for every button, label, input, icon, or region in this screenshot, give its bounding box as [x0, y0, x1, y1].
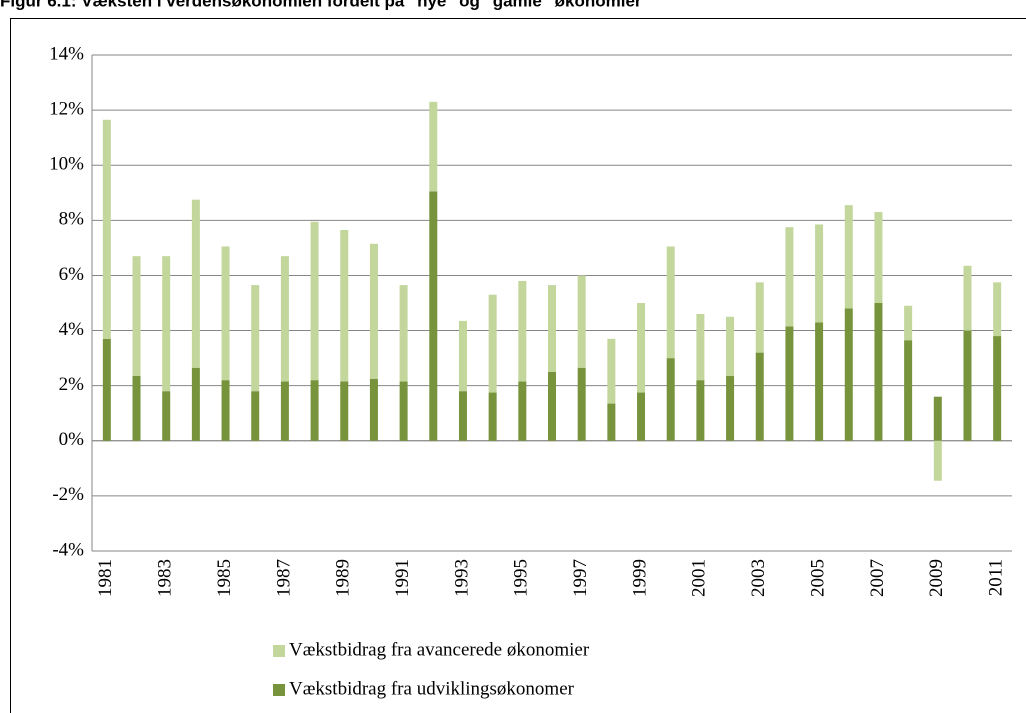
bar-segment [162, 256, 171, 392]
bar-segment [191, 199, 200, 368]
bar-segment [132, 256, 141, 377]
x-tick-label: 1985 [214, 559, 235, 597]
bar-segment [221, 246, 230, 381]
bar-segment [815, 322, 824, 441]
y-tick-label: 12% [49, 98, 84, 119]
y-tick-label: 14% [49, 43, 84, 64]
bar-segment [251, 285, 260, 392]
bar-segment [310, 221, 319, 381]
bar-segment [548, 285, 556, 372]
bar-segment [755, 282, 764, 353]
bar-segment [488, 392, 497, 441]
x-tick-label: 2005 [807, 559, 828, 597]
bar-segment [726, 376, 735, 441]
bar-segment [280, 256, 289, 382]
bar-segment [429, 101, 438, 192]
y-tick-label: 8% [59, 209, 85, 230]
bar-segment [637, 303, 646, 393]
x-tick-label: 1999 [629, 559, 650, 597]
bar-segment [933, 440, 942, 481]
bar-segment [637, 392, 646, 441]
bar-segment [162, 391, 171, 441]
bar-segment [904, 340, 913, 441]
bar-segment [577, 275, 586, 368]
y-tick-label: 2% [59, 374, 85, 395]
x-tick-label: 1981 [95, 559, 116, 597]
y-tick-label: -4% [52, 539, 84, 560]
bar-segment [369, 243, 378, 379]
bar-segment [607, 338, 616, 404]
y-tick-label: 10% [49, 154, 84, 175]
bar-segment [993, 336, 1002, 441]
bar-segment [577, 367, 586, 441]
bar-segment [844, 205, 853, 309]
bar-segment [280, 381, 289, 441]
bar-segment [874, 303, 883, 441]
bar-segment [251, 391, 260, 441]
x-tick-label: 2001 [689, 559, 710, 597]
x-tick-label: 2007 [867, 559, 888, 597]
x-tick-label: 1987 [273, 559, 294, 597]
bar-segment [607, 403, 616, 441]
bar-segment [340, 229, 349, 382]
x-tick-label: 1997 [570, 559, 591, 597]
bar-segment [191, 367, 200, 441]
bar-segment [399, 285, 408, 382]
bar-segment [548, 371, 556, 441]
bar-segment [993, 282, 1002, 337]
bar-segment [963, 330, 972, 441]
bar-segment [399, 381, 408, 441]
bar-segment [785, 227, 794, 327]
x-tick-label: 1993 [451, 559, 472, 597]
bar-segment [369, 378, 378, 441]
bar-segment [785, 326, 794, 441]
bar-segment [221, 380, 230, 441]
bar-segment [518, 381, 527, 441]
x-tick-label: 2009 [926, 559, 947, 597]
y-tick-label: 6% [59, 264, 85, 285]
bar-segment [933, 396, 942, 441]
legend-label: Vækstbidrag fra udviklingsøkonomer [289, 678, 575, 699]
y-tick-label: 4% [59, 319, 85, 340]
bar-segment [755, 352, 764, 441]
bar-segment [429, 191, 438, 441]
y-tick-label: -2% [52, 484, 84, 505]
bar-segment [844, 308, 853, 441]
legend-swatch [273, 645, 285, 657]
x-tick-label: 1995 [511, 559, 532, 597]
bar-segment [518, 280, 527, 382]
bar-segment [340, 381, 349, 441]
bar-segment [696, 314, 705, 381]
x-tick-label: 1983 [155, 559, 176, 597]
bar-segment [963, 265, 972, 331]
bar-segment [666, 246, 675, 359]
x-tick-label: 2011 [986, 559, 1007, 596]
bar-segment [666, 358, 675, 441]
bar-segment [310, 380, 319, 441]
legend-label: Vækstbidrag fra avancerede økonomier [289, 639, 590, 660]
x-tick-label: 1991 [392, 559, 413, 597]
bar-segment [904, 305, 913, 341]
bar-segment [726, 316, 735, 377]
x-tick-label: 2003 [748, 559, 769, 597]
bar-segment [488, 294, 497, 393]
bar-segment [102, 338, 111, 441]
legend-swatch [273, 684, 285, 696]
bar-segment [458, 320, 467, 392]
x-tick-label: 1989 [333, 559, 354, 597]
bar-segment [874, 212, 883, 303]
chart-title: Figur 6.1: Væksten i verdensøkonomien fo… [0, 0, 642, 10]
bar-segment [815, 224, 824, 323]
bar-segment [132, 376, 141, 441]
bar-segment [696, 380, 705, 441]
chart-frame [10, 18, 1026, 713]
bar-segment [458, 391, 467, 441]
bar-segment [102, 119, 111, 339]
y-tick-label: 0% [59, 429, 85, 450]
